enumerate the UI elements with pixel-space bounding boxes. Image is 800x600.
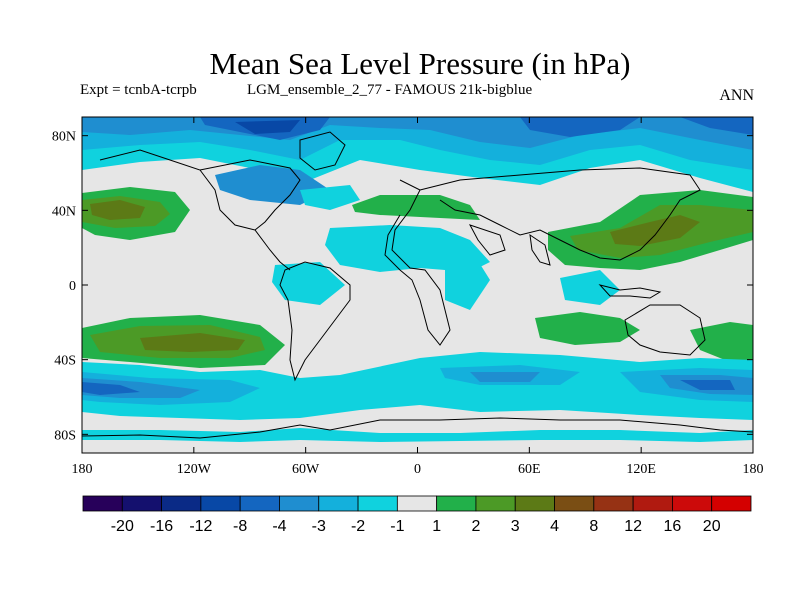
- colorbar-label: -12: [189, 518, 212, 535]
- eurasia-coast: [419, 167, 701, 261]
- colorbar-label: -8: [233, 518, 247, 535]
- tropical-low: [272, 262, 345, 305]
- colorbar-swatch: [318, 495, 359, 512]
- colorbar-label: -2: [351, 518, 365, 535]
- colorbar-label: 1: [432, 518, 441, 535]
- arctic-low-core: [200, 117, 753, 140]
- season-label: ANN: [719, 87, 754, 104]
- lon-label: 180: [743, 462, 764, 477]
- south-america-coast: [279, 261, 351, 382]
- lon-label: 0: [414, 462, 421, 477]
- lon-label: 180: [72, 462, 93, 477]
- colorbar-swatch: [279, 495, 320, 512]
- colorbar-label: 4: [550, 518, 559, 535]
- colorbar-swatch: [239, 495, 280, 512]
- south-pacific-high: [140, 333, 245, 352]
- southern-ocean-low: [82, 372, 753, 398]
- colorbar-label: -3: [312, 518, 326, 535]
- north-america-coast: [99, 149, 291, 271]
- colorbar-swatch: [200, 495, 241, 512]
- asia-high: [352, 195, 480, 220]
- colorbar-label: 2: [471, 518, 480, 535]
- colorbar-label: -20: [111, 518, 134, 535]
- colorbar-swatch: [396, 495, 438, 512]
- colorbar-label: -16: [150, 518, 173, 535]
- southern-ocean-low: [82, 365, 753, 405]
- colorbar: -20 -16 -12 -8 -4 -3 -2 -1 1 2 3 4 8 12 16 20: [82, 495, 752, 535]
- indian-ocean-high: [535, 312, 640, 345]
- chart-title: Mean Sea Level Pressure (in hPa): [209, 46, 631, 81]
- southern-ocean-low: [82, 352, 753, 420]
- longitude-axis: 180 120W 60W 0 60E 120E 180: [72, 117, 764, 477]
- colorbar-label: -4: [272, 518, 286, 535]
- asia-high: [610, 215, 700, 246]
- ensemble-label: LGM_ensemble_2_77 - FAMOUS 21k-bigblue: [247, 82, 533, 98]
- colorbar-label: 20: [703, 518, 721, 535]
- lat-label: 40S: [54, 354, 76, 369]
- colorbar-label: 8: [589, 518, 598, 535]
- lat-label: 80N: [52, 130, 76, 145]
- experiment-label: Expt = tcnbA-tcrpb: [80, 82, 197, 98]
- north-pacific-high: [90, 200, 145, 220]
- lon-label: 60W: [292, 462, 320, 477]
- lon-label: 120W: [177, 462, 212, 477]
- colorbar-label: 3: [511, 518, 520, 535]
- colorbar-swatch: [436, 495, 477, 512]
- colorbar-label: 12: [624, 518, 642, 535]
- antarctica-coast: [82, 417, 753, 439]
- tropical-low: [560, 270, 620, 305]
- pressure-anomaly-field: [82, 117, 753, 453]
- south-australia-high: [690, 322, 753, 362]
- tropical-low: [445, 248, 490, 310]
- lat-label: 40N: [52, 204, 76, 219]
- colorbar-label: 16: [664, 518, 682, 535]
- arctic-low-core: [235, 120, 300, 134]
- colorbar-swatch: [161, 495, 202, 512]
- antarctic-band: [82, 428, 753, 442]
- lat-label: 0: [69, 279, 76, 294]
- lat-label: 80S: [54, 428, 76, 443]
- colorbar-label: -1: [390, 518, 404, 535]
- north-atlantic-low: [215, 165, 330, 205]
- north-america-coast: [199, 159, 301, 231]
- colorbar-swatch: [121, 495, 162, 512]
- colorbar-swatch: [554, 495, 595, 512]
- colorbar-swatch: [514, 495, 555, 512]
- colorbar-swatch: [82, 495, 123, 512]
- colorbar-swatch: [711, 495, 752, 512]
- indonesia-coast: [598, 284, 662, 299]
- coastlines: [82, 131, 753, 439]
- arabia-india-coast: [468, 224, 551, 266]
- colorbar-swatch: [593, 495, 634, 512]
- lon-label: 120E: [626, 462, 656, 477]
- lon-label: 60E: [518, 462, 541, 477]
- greenland-coast: [299, 131, 346, 171]
- north-atlantic-low: [300, 185, 360, 210]
- colorbar-swatch: [672, 495, 713, 512]
- colorbar-swatch: [475, 495, 516, 512]
- colorbar-swatch: [632, 495, 673, 512]
- europe-africa-coast: [384, 179, 451, 346]
- australia-coast: [624, 304, 706, 356]
- colorbar-swatch: [357, 495, 398, 512]
- latitude-axis: 80N 40N 0 40S 80S: [52, 130, 753, 443]
